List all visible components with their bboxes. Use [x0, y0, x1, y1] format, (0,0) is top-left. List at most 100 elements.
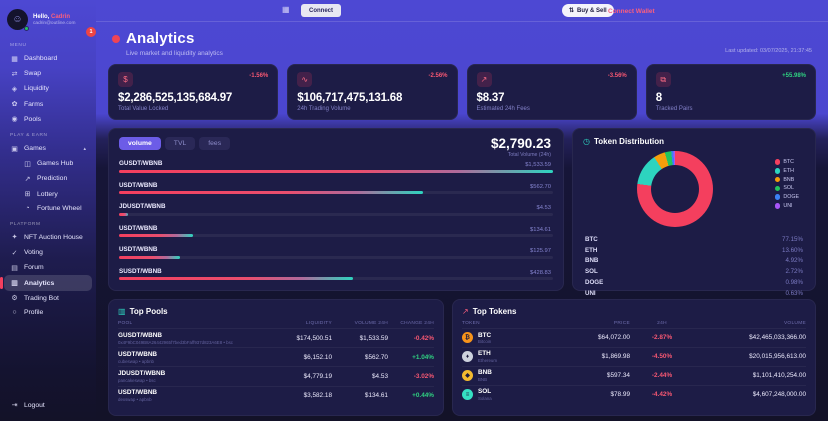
table-row[interactable]: GUSDT/WBNB 0x4F9bC049B8A26442965f7bed3bFa… — [118, 328, 434, 347]
activity-icon: ∿ — [297, 72, 313, 87]
chart-total-label: Total Volume (24h) — [507, 152, 551, 158]
stat-label: Estimated 24h Fees — [476, 106, 530, 112]
bar-fill — [119, 234, 193, 237]
user-email: cadrin@outline.com — [33, 21, 76, 27]
swap-icon: ⇄ — [11, 70, 18, 78]
apps-grid-icon[interactable]: ▦ — [282, 5, 290, 14]
distribution-row: BNB 4.92% — [585, 257, 803, 265]
table-row[interactable]: USDT/WBNB dexswap • apbnb $3,582.18 $134.… — [118, 385, 434, 405]
top-navbar: ▦ Connect ⇅ Buy & Sell Connect Wallet — [96, 0, 828, 22]
bar-row[interactable]: USDT/WBNB $125.97 — [119, 244, 553, 266]
trending-icon: ↗ — [476, 72, 492, 87]
sidebar-item-profile[interactable]: ○ Profile — [0, 306, 96, 320]
distribution-row: BTC 77.15% — [585, 235, 803, 243]
user-greeting: Hello, Cadrin — [33, 13, 71, 20]
stat-label: Tracked Pairs — [655, 106, 693, 112]
prediction-icon: ↗ — [24, 175, 31, 183]
bar-row[interactable]: USDT/WBNB $134.61 — [119, 223, 553, 245]
analytics-icon: ▥ — [11, 280, 18, 288]
token-distribution-title: Token Distribution — [593, 137, 665, 146]
top-pools-title: Top Pools — [129, 307, 168, 316]
sidebar-item-pools[interactable]: ◉ Pools — [11, 115, 42, 124]
tab-fees[interactable]: fees — [199, 137, 231, 150]
distribution-row: DOGE 0.98% — [585, 279, 803, 287]
dollar-icon: $ — [118, 72, 133, 87]
bar-fill — [119, 255, 180, 259]
bnb-icon: ◆ — [462, 370, 473, 382]
notification-badge[interactable]: 1 — [86, 27, 96, 37]
bar-row[interactable]: GUSDT/WBNB $1,533.59 — [119, 158, 553, 180]
user-card[interactable]: ☺ Hello, Cadrin cadrin@outline.com — [0, 0, 96, 37]
table-row[interactable]: ♦ ETH Ethereum $1,869.98 -4.50% $20,015,9… — [462, 346, 806, 366]
stat-label: 24h Trading Volume — [297, 106, 351, 112]
lottery-icon: ⊞ — [24, 191, 31, 199]
bar-row[interactable]: USDT/WBNB $562.70 — [119, 180, 553, 202]
liquidity-icon: ◈ — [11, 85, 18, 93]
connect-button[interactable]: Connect — [301, 4, 341, 17]
legend-item: DOGE — [774, 194, 799, 200]
buy-sell-button[interactable]: ⇅ Buy & Sell — [562, 4, 614, 17]
sidebar-section-platform: Platform — [10, 221, 41, 227]
tab-volume[interactable]: volume — [119, 137, 161, 150]
last-updated-text: Last updated: 03/07/2025, 21:37:45 — [725, 48, 812, 54]
sidebar-item-nft-auction-house[interactable]: ✦ NFT Auction House — [11, 233, 83, 242]
sidebar-item-swap[interactable]: ⇄ Swap — [11, 70, 42, 78]
tab-tvl[interactable]: TVL — [164, 137, 196, 150]
table-row[interactable]: ◆ BNB BNB $597.34 -2.44% $1,101,410,254.0… — [462, 365, 806, 385]
pools-icon: ◉ — [11, 116, 18, 124]
bar-row[interactable]: JDUSDT/WBNB $4.53 — [119, 201, 553, 223]
table-row[interactable]: ₿ BTC Bitcoin $64,072.00 -2.87% $42,465,0… — [462, 328, 806, 347]
stat-change-badge: -1.56% — [249, 73, 269, 79]
distribution-row: ETH 13.60% — [585, 246, 803, 254]
sidebar-section-menu: Menu — [10, 43, 27, 48]
clock-icon: ◷ — [583, 137, 590, 146]
table-row[interactable]: JDUSDT/WBNB pancakeswap • bsc $4,779.19 $… — [118, 366, 434, 385]
logout-button[interactable]: ⇥ Logout — [11, 401, 45, 410]
chart-total: $2,790.23 Total Volume (24h) — [491, 136, 551, 158]
legend-dot — [774, 176, 781, 183]
analytics-dot-icon — [112, 34, 120, 43]
logout-icon: ⇥ — [11, 402, 18, 410]
table-row[interactable]: ≡ SOL Solana $78.99 -4.42% $4,607,248,000… — [462, 384, 806, 404]
stat-card-tvl: $ -1.56% $2,286,525,135,684.97 Total Val… — [108, 64, 279, 120]
avatar: ☺ — [7, 9, 29, 31]
stat-cards-row: $ -1.56% $2,286,525,135,684.97 Total Val… — [96, 64, 828, 120]
sidebar-item-games[interactable]: ▣ Games ▴ — [11, 145, 86, 153]
tokens-column-headers: Token Price 24h Volume — [462, 321, 806, 326]
stat-value: $106,717,475,131.68 — [297, 92, 403, 104]
stat-label: Total Value Locked — [118, 106, 169, 112]
sidebar-item-dashboard[interactable]: ▦ Dashboard — [11, 55, 58, 63]
sidebar-item-lottery[interactable]: ⊞ Lottery — [24, 190, 58, 199]
sidebar-item-forum[interactable]: ▤ Forum — [11, 264, 44, 272]
bar-fill — [119, 212, 128, 216]
sidebar-item-trading-bot[interactable]: ⚙ Trading Bot — [11, 294, 59, 303]
trading-bot-icon: ⚙ — [11, 295, 18, 303]
stat-value: $2,286,525,135,684.97 — [118, 92, 233, 104]
sidebar-item-prediction[interactable]: ↗ Prediction — [24, 175, 68, 183]
voting-icon: ✓ — [11, 249, 18, 257]
user-name: Cadrin — [51, 13, 71, 20]
stat-change-badge: -3.56% — [607, 73, 627, 79]
farms-icon: ✿ — [11, 101, 18, 109]
table-row[interactable]: USDT/WBNB cubeswap • apbnb $6,152.10 $562… — [118, 347, 434, 366]
page-header: Analytics Live market and liquidity anal… — [96, 22, 828, 57]
trending-up-icon: ↗ — [462, 307, 469, 316]
bar-chart: GUSDT/WBNB $1,533.59 USDT/WBNB $562.70 J… — [119, 158, 553, 287]
top-tokens-title: Top Tokens — [472, 307, 517, 316]
chart-total-value: $2,790.23 — [490, 136, 551, 151]
bar-row[interactable]: SUSDT/WBNB $428.83 — [119, 266, 553, 288]
donut-chart — [637, 151, 713, 227]
auction-icon: ✦ — [11, 234, 18, 242]
chevron-up-icon: ▴ — [83, 145, 86, 152]
sidebar-item-voting[interactable]: ✓ Voting — [11, 249, 43, 257]
stat-card-pairs: ⧉ +55.98% 8 Tracked Pairs — [645, 64, 816, 120]
sidebar-item-fortune-wheel[interactable]: ◔ Fortune Wheel — [0, 202, 96, 216]
dashboard-icon: ▦ — [11, 55, 18, 63]
sidebar-item-liquidity[interactable]: ◈ Liquidity — [11, 85, 49, 93]
page-title: Analytics — [126, 30, 195, 47]
connect-wallet-link[interactable]: Connect Wallet — [608, 8, 655, 15]
sidebar-item-farms[interactable]: ✿ Farms — [11, 100, 44, 109]
sidebar-item-games-hub[interactable]: ◫ Games Hub — [24, 160, 74, 168]
tables-row: ▥ Top Pools Pool Liquidity Volume 24h Ch… — [96, 299, 828, 416]
sidebar-item-analytics[interactable]: ▥ Analytics — [0, 275, 92, 291]
